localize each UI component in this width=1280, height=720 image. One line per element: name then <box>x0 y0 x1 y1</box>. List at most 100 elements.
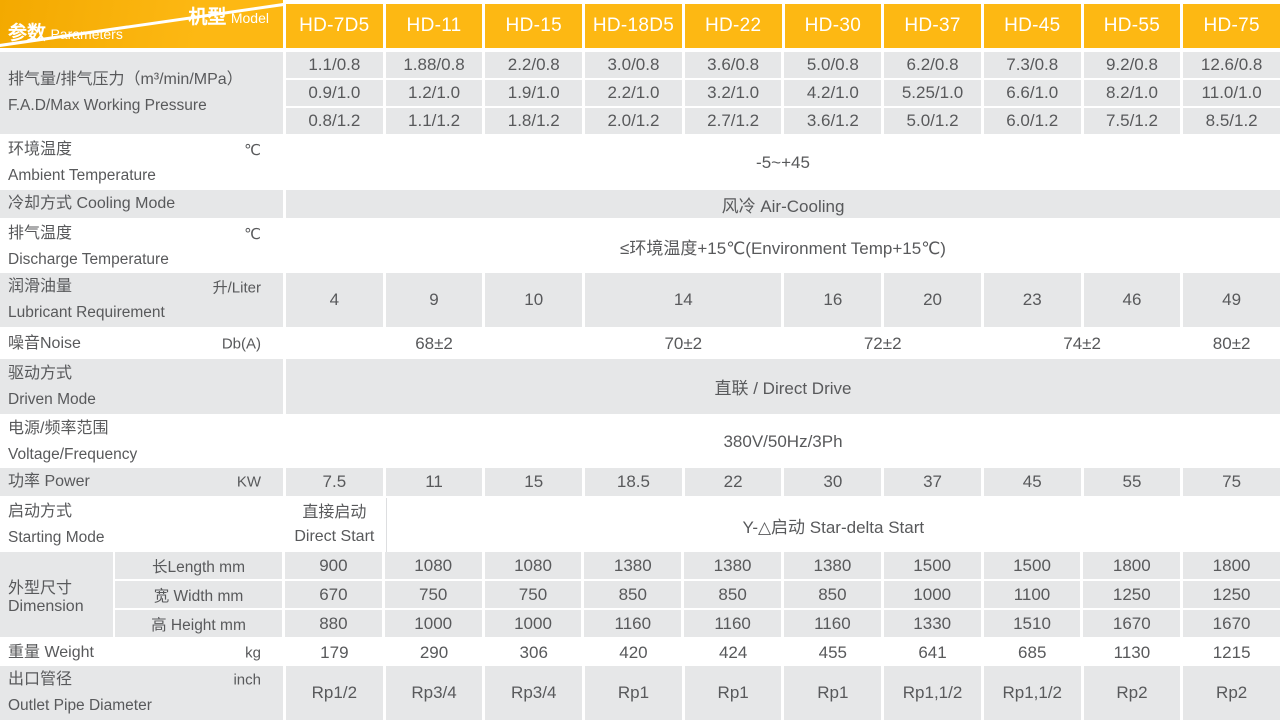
cell-dim-1-6: 1000 <box>883 581 981 608</box>
label-line: 润滑油量 <box>8 278 73 295</box>
unit-lubricant: 升/Liter <box>212 279 261 297</box>
cell-fad-0-5: 5.0/0.8 <box>784 52 882 78</box>
row-cooling: 冷却方式 Cooling Mode 风冷 Air-Cooling <box>0 190 1280 218</box>
cell-dim-0-4: 1380 <box>684 552 781 579</box>
cell-noise-3: 74±2 <box>1063 334 1101 353</box>
cell-dim-2-7: 1510 <box>983 610 1081 637</box>
value-driven: 直联 / Direct Drive <box>286 359 1280 414</box>
data-grid: 4 9 10 14 16 20 23 46 49 <box>286 273 1280 327</box>
corner-model-label: 机型 Model <box>188 2 269 29</box>
corner-params-zh: 参数 <box>8 23 47 44</box>
label-weight: 重量 Weight kg <box>0 639 283 666</box>
cell-fad-0-9: 12.6/0.8 <box>1183 52 1280 78</box>
model-header-HD-22: HD-22 <box>684 4 782 48</box>
row-voltage: 电源/频率范围 Voltage/Frequency 380V/50Hz/3Ph <box>0 416 1280 468</box>
cell-power-2: 15 <box>485 468 583 496</box>
label-line: 出口管径 <box>8 671 73 688</box>
label-line: Dimension <box>8 597 84 615</box>
cell-dim-0-0: 900 <box>285 552 382 579</box>
value-discharge: ≤环境温度+15℃(Environment Temp+15℃) <box>620 239 946 258</box>
cell-fad-0-1: 1.88/0.8 <box>385 52 483 78</box>
cell-fad-1-2: 1.9/1.0 <box>485 80 583 106</box>
cell-weight-4: 424 <box>718 642 748 662</box>
cell-power-4: 22 <box>684 468 782 496</box>
corner-params-label: 参数 Parameters <box>8 18 123 45</box>
cell-fad-0-4: 3.6/0.8 <box>684 52 782 78</box>
cell-line: Direct Start <box>294 528 375 545</box>
cell-dim-2-2: 1000 <box>484 610 582 637</box>
label-power: 功率 Power KW <box>0 468 283 496</box>
label-line: 驱动方式 <box>8 364 73 382</box>
cell-power-0: 7.5 <box>286 468 383 496</box>
cell-lubricant-7: 46 <box>1083 273 1181 327</box>
cell-power-3: 18.5 <box>585 468 682 496</box>
row-lubricant: 润滑油量 Lubricant Requirement 升/Liter 4 9 10 14 16… <box>0 273 1280 327</box>
label-outlet: 出口管径 Outlet Pipe Diameter inch <box>0 666 283 720</box>
cell-lubricant-1: 9 <box>385 273 483 327</box>
cell-fad-0-2: 2.2/0.8 <box>485 52 583 78</box>
cell-outlet-3: Rp1 <box>585 666 682 720</box>
label-line: 外型尺寸 <box>8 579 73 597</box>
cell-dim-2-8: 1670 <box>1083 610 1181 637</box>
row-noise: 噪音Noise Db(A) 68±2 70±2 72±2 74±2 80±2 <box>0 329 1280 359</box>
label-line: 重量 Weight <box>8 643 94 661</box>
cell-outlet-4: Rp1 <box>684 666 782 720</box>
cell-power-9: 75 <box>1183 468 1280 496</box>
cell-weight-6: 641 <box>918 642 947 662</box>
cell-dim-0-9: 1800 <box>1183 552 1280 579</box>
label-starting: 启动方式 Starting Mode <box>0 498 283 552</box>
subrows: 1.1/0.8 1.88/0.8 2.2/0.8 3.0/0.8 3.6/0.8 5.0/… <box>283 52 1280 134</box>
cell-dim-0-6: 1500 <box>883 552 981 579</box>
model-header-HD-18D5: HD-18D5 <box>585 4 682 48</box>
model-header-HD-37: HD-37 <box>884 4 981 48</box>
cell-dim-2-0: 880 <box>285 610 382 637</box>
label-lubricant: 润滑油量 Lubricant Requirement 升/Liter <box>0 273 283 327</box>
corner-model-en: Model <box>230 10 269 26</box>
cell-dim-2-4: 1160 <box>684 610 781 637</box>
cell-dim-1-8: 1250 <box>1083 581 1181 608</box>
table-header: 机型 Model 参数 Parameters HD-7D5 HD-11 HD-15 H… <box>0 0 1280 48</box>
cell-fad-1-9: 11.0/1.0 <box>1183 80 1280 106</box>
row-weight: 重量 Weight kg 179 290 306 420 424 455 641 685 1130 1… <box>0 639 1280 666</box>
data-grid: 880 1000 1000 1160 1160 1160 1330 1510 1670 1670 <box>285 610 1280 637</box>
cell-dim-0-2: 1080 <box>484 552 582 579</box>
row-starting: 启动方式 Starting Mode 直接启动 Direct Start Y-△启动 S… <box>0 498 1280 552</box>
cell-dim-0-3: 1380 <box>584 552 682 579</box>
label-line: 环境温度 <box>8 141 73 158</box>
cell-dim-2-3: 1160 <box>584 610 682 637</box>
cell-power-1: 11 <box>385 468 483 496</box>
label-line: 排气温度 <box>8 224 73 242</box>
cell-dim-2-6: 1330 <box>883 610 981 637</box>
dimension-row-1: 宽 Width mm 670 750 750 850 850 850 1000 1100 1250… <box>113 581 1280 608</box>
label-cooling: 冷却方式 Cooling Mode <box>0 190 283 218</box>
cell-weight-9: 1215 <box>1212 642 1251 662</box>
unit-ambient: ℃ <box>244 142 261 159</box>
cell-fad-0-8: 9.2/0.8 <box>1083 52 1181 78</box>
cell-dim-1-1: 750 <box>384 581 482 608</box>
cell-lubricant-5: 20 <box>884 273 981 327</box>
cell-outlet-2: Rp3/4 <box>485 666 583 720</box>
row-dimension: 外型尺寸 Dimension 长Length mm 900 1080 1080 1380 13… <box>0 552 1280 637</box>
label-line: 噪音Noise <box>8 335 81 352</box>
cell-dim-0-7: 1500 <box>983 552 1081 579</box>
dimension-subrows: 长Length mm 900 1080 1080 1380 1380 1380 1500 150… <box>113 552 1280 637</box>
label-line: Ambient Temperature <box>8 167 156 184</box>
unit-weight: kg <box>245 644 261 661</box>
data-grid: 179 290 306 420 424 455 641 685 1130 1215 <box>286 639 1280 666</box>
cell-power-8: 55 <box>1083 468 1181 496</box>
cell-outlet-6: Rp1,1/2 <box>884 666 981 720</box>
cell-weight-5: 455 <box>818 642 848 662</box>
label-ambient: 环境温度 Ambient Temperature ℃ <box>0 136 283 190</box>
data-grid: 0.8/1.2 1.1/1.2 1.8/1.2 2.0/1.2 2.7/1.2 3.6/1… <box>286 108 1280 134</box>
dimension-sublabel: 宽 Width mm <box>115 581 282 608</box>
cell-fad-1-1: 1.2/1.0 <box>385 80 483 106</box>
label-line: 启动方式 <box>8 503 73 520</box>
value-cooling: 风冷 Air-Cooling <box>286 190 1280 218</box>
label-line: Starting Mode <box>8 529 105 546</box>
cell-weight-0: 179 <box>320 642 349 662</box>
unit-outlet: inch <box>233 671 261 689</box>
label-line: Voltage/Frequency <box>8 446 138 463</box>
model-header-HD-75: HD-75 <box>1183 4 1280 48</box>
cell-fad-2-4: 2.7/1.2 <box>684 108 782 134</box>
